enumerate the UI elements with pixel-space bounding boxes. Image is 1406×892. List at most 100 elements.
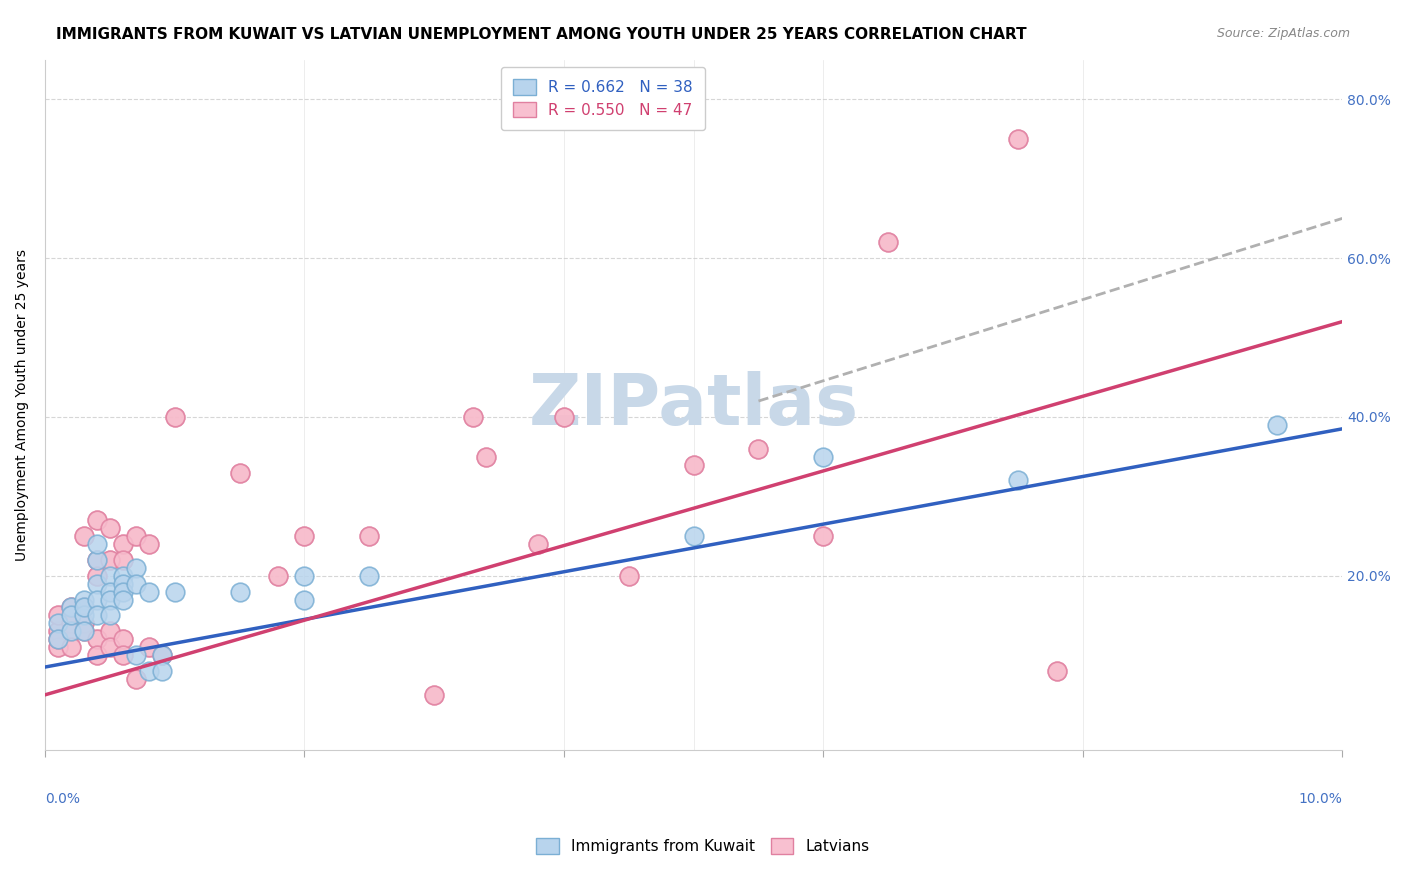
- Point: [150, 664, 173, 678]
- Point: [59, 600, 82, 615]
- Point: [228, 584, 250, 599]
- Point: [98, 553, 121, 567]
- Point: [86, 513, 108, 527]
- Point: [111, 592, 134, 607]
- Point: [359, 568, 381, 582]
- Point: [86, 568, 108, 582]
- Point: [423, 688, 446, 702]
- Point: [125, 529, 148, 543]
- Point: [294, 529, 316, 543]
- Point: [46, 608, 69, 623]
- Point: [59, 624, 82, 639]
- Point: [1007, 132, 1029, 146]
- Point: [111, 632, 134, 647]
- Point: [267, 568, 290, 582]
- Point: [125, 576, 148, 591]
- Point: [813, 529, 835, 543]
- Point: [86, 553, 108, 567]
- Point: [46, 632, 69, 647]
- Point: [150, 648, 173, 662]
- Point: [86, 537, 108, 551]
- Point: [111, 537, 134, 551]
- Point: [877, 235, 900, 250]
- Point: [86, 513, 108, 527]
- Point: [150, 648, 173, 662]
- Point: [423, 688, 446, 702]
- Point: [527, 537, 550, 551]
- Point: [138, 640, 160, 655]
- Point: [1007, 132, 1029, 146]
- Point: [86, 553, 108, 567]
- Point: [111, 537, 134, 551]
- Point: [813, 529, 835, 543]
- Point: [125, 561, 148, 575]
- Point: [98, 608, 121, 623]
- Point: [359, 529, 381, 543]
- Point: [553, 409, 575, 424]
- Point: [1046, 664, 1069, 678]
- Point: [111, 648, 134, 662]
- Point: [125, 672, 148, 686]
- Point: [59, 600, 82, 615]
- Point: [86, 648, 108, 662]
- Point: [1007, 474, 1029, 488]
- Point: [125, 672, 148, 686]
- Point: [1267, 417, 1289, 432]
- Text: 10.0%: 10.0%: [1298, 792, 1343, 805]
- Point: [1046, 664, 1069, 678]
- Point: [267, 568, 290, 582]
- Point: [59, 640, 82, 655]
- Point: [46, 632, 69, 647]
- Point: [46, 624, 69, 639]
- Point: [98, 640, 121, 655]
- Point: [150, 648, 173, 662]
- Point: [46, 616, 69, 631]
- Point: [98, 640, 121, 655]
- Point: [73, 600, 96, 615]
- Point: [138, 537, 160, 551]
- Point: [125, 648, 148, 662]
- Point: [294, 529, 316, 543]
- Point: [461, 409, 484, 424]
- Legend: R = 0.662   N = 38, R = 0.550   N = 47: R = 0.662 N = 38, R = 0.550 N = 47: [501, 67, 704, 129]
- Point: [73, 616, 96, 631]
- Point: [59, 616, 82, 631]
- Point: [98, 624, 121, 639]
- Point: [86, 553, 108, 567]
- Point: [163, 584, 186, 599]
- Point: [294, 592, 316, 607]
- Point: [98, 592, 121, 607]
- Point: [228, 466, 250, 480]
- Point: [359, 529, 381, 543]
- Point: [111, 568, 134, 582]
- Point: [111, 553, 134, 567]
- Point: [461, 409, 484, 424]
- Point: [475, 450, 498, 464]
- Point: [59, 600, 82, 615]
- Point: [111, 553, 134, 567]
- Point: [86, 576, 108, 591]
- Point: [111, 576, 134, 591]
- Point: [138, 537, 160, 551]
- Point: [747, 442, 769, 456]
- Point: [527, 537, 550, 551]
- Point: [877, 235, 900, 250]
- Point: [86, 648, 108, 662]
- Point: [59, 640, 82, 655]
- Point: [111, 584, 134, 599]
- Point: [163, 409, 186, 424]
- Point: [86, 608, 108, 623]
- Point: [138, 640, 160, 655]
- Point: [73, 616, 96, 631]
- Point: [46, 608, 69, 623]
- Point: [59, 624, 82, 639]
- Point: [46, 640, 69, 655]
- Point: [111, 632, 134, 647]
- Point: [46, 624, 69, 639]
- Point: [59, 608, 82, 623]
- Text: 0.0%: 0.0%: [45, 792, 80, 805]
- Text: ZIPatlas: ZIPatlas: [529, 370, 859, 440]
- Point: [73, 600, 96, 615]
- Y-axis label: Unemployment Among Youth under 25 years: Unemployment Among Youth under 25 years: [15, 249, 30, 561]
- Point: [73, 529, 96, 543]
